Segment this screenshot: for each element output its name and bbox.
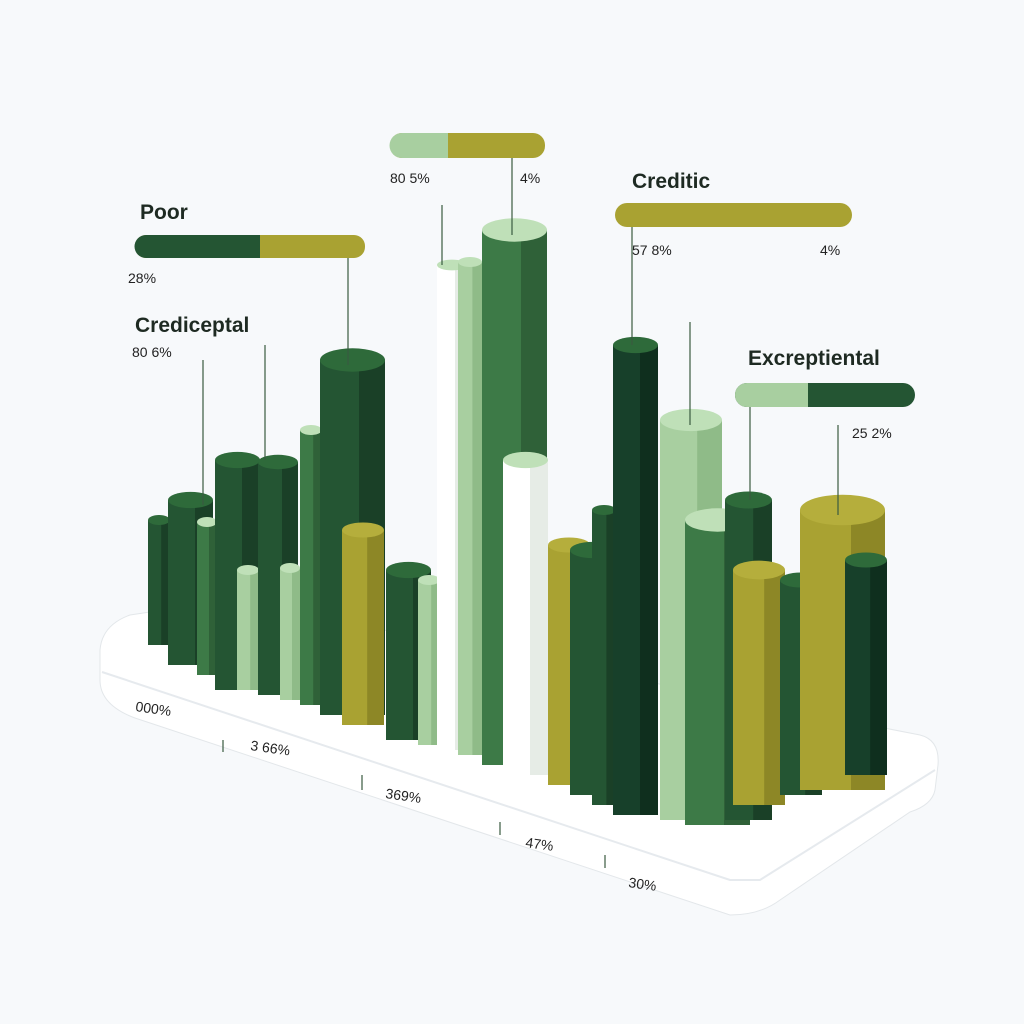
- bar-shape: [280, 563, 300, 573]
- bar-shape: [386, 561, 431, 579]
- bar-shape: [458, 257, 482, 267]
- bar-shape: [613, 336, 658, 354]
- leader-lines: [202, 158, 839, 868]
- bar-group: [148, 218, 887, 825]
- base-label: 000%: [135, 698, 173, 719]
- platform-edge: [101, 671, 936, 881]
- callout-value: 80 5%: [390, 170, 430, 186]
- bar-shape: [503, 451, 548, 469]
- callout-title: Excreptiental: [748, 347, 880, 370]
- bar-shape: [250, 570, 259, 690]
- callout-title: Poor: [140, 201, 188, 224]
- bar-shape: [530, 460, 548, 775]
- callout-value: 4%: [820, 242, 840, 258]
- callout-value: 80 6%: [132, 344, 172, 360]
- bar-shape: [313, 430, 322, 705]
- bar-shape: [482, 218, 547, 242]
- callout-bar: [134, 235, 260, 258]
- bar-shape: [418, 575, 440, 585]
- callout-bar: [389, 133, 448, 158]
- callout-value: 28%: [128, 270, 156, 286]
- bar-shape: [845, 552, 887, 568]
- bar-shape: [197, 517, 217, 527]
- base-label: 3 66%: [250, 737, 292, 758]
- callout-value: 57 8%: [632, 242, 672, 258]
- bar-shape: [725, 491, 772, 509]
- bar-shape: [161, 520, 170, 645]
- callout-title: Creditic: [632, 170, 711, 193]
- callout-bar: [735, 383, 808, 407]
- bar-shape: [592, 505, 616, 515]
- bar-shape: [168, 491, 213, 509]
- bar-shape: [215, 451, 260, 469]
- base-label: 369%: [385, 785, 423, 806]
- bar-shape: [237, 565, 259, 575]
- bar-shape: [800, 494, 885, 526]
- bar-shape: [209, 522, 217, 675]
- bar-shape: [320, 348, 385, 372]
- bar-shape: [431, 580, 440, 745]
- bar-shape: [733, 560, 785, 580]
- bar-shape: [606, 510, 616, 805]
- base-label: 30%: [628, 874, 658, 894]
- callout-value: 25 2%: [852, 425, 892, 441]
- bar-shape: [367, 530, 384, 725]
- bar-shape: [472, 262, 482, 755]
- callout-bar: [615, 203, 852, 227]
- bar-shape: [640, 345, 658, 815]
- bar-shape: [342, 522, 384, 538]
- callout-title: Crediceptal: [135, 314, 249, 337]
- bar-shape: [300, 425, 322, 435]
- bar-shape: [764, 570, 785, 805]
- bar-shape: [258, 454, 298, 470]
- bar-shape: [870, 560, 887, 775]
- base-label: 47%: [525, 834, 555, 854]
- bar-shape: [292, 568, 300, 700]
- bar-shape: [148, 515, 170, 525]
- bar-shape: [660, 408, 722, 432]
- callout-value: 4%: [520, 170, 540, 186]
